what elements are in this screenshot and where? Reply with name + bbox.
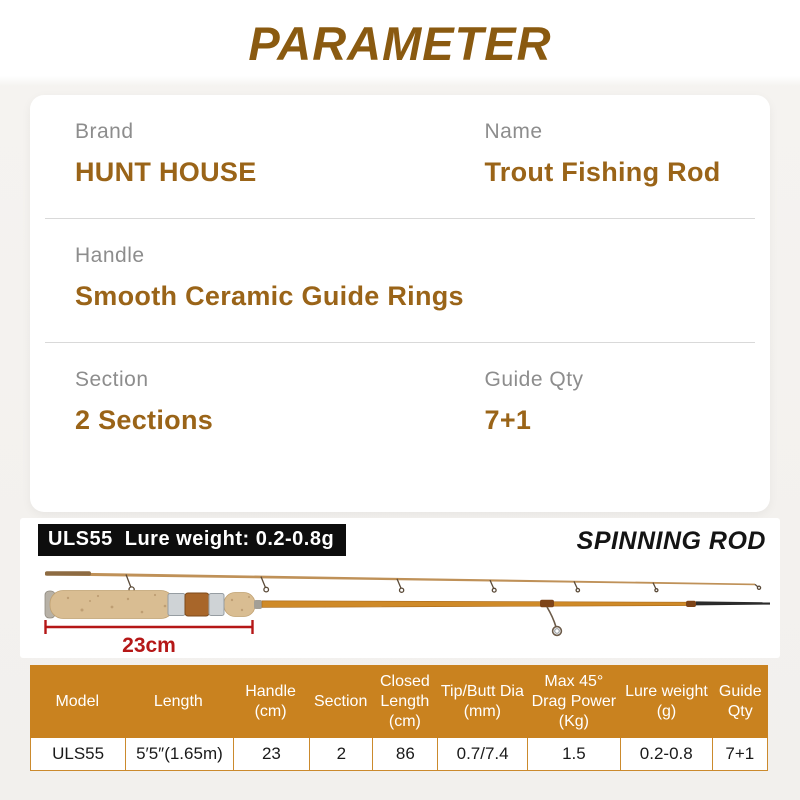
rod-guide: [546, 606, 563, 637]
cell-length: 5′5″(1.65m): [125, 738, 232, 770]
cell-lure-weight: 0.2-0.8: [619, 738, 712, 770]
spec-value-guide-qty: 7+1: [484, 405, 532, 435]
col-header-model: Model: [55, 692, 100, 710]
spec-table: Model Length Handle (cm) Section Closed L…: [30, 665, 768, 771]
cell-section: 2: [309, 738, 372, 770]
spec-section: Section 2 Sections: [75, 368, 485, 436]
spec-handle: Handle Smooth Ceramic Guide Rings: [75, 244, 725, 312]
table-row: ULS55 5′5″(1.65m) 23 2 86 0.7/7.4 1.5 0.…: [30, 738, 768, 771]
spec-row-section-guideqty: Section 2 Sections Guide Qty 7+1: [45, 343, 755, 466]
cell-tip-butt-dia: 0.7/7.4: [437, 738, 527, 770]
spec-label-guide-qty: Guide Qty: [484, 368, 584, 391]
col-header-closed-length: Closed Length (cm): [379, 672, 430, 730]
spec-label-name: Name: [484, 120, 543, 143]
spec-guide-qty: Guide Qty 7+1: [485, 368, 726, 436]
spec-value-section: 2 Sections: [75, 405, 214, 435]
spec-card: Brand HUNT HOUSE Name Trout Fishing Rod …: [30, 95, 770, 512]
spec-value-name: Trout Fishing Rod: [484, 157, 721, 187]
spec-label-handle: Handle: [75, 244, 145, 267]
table-header-row: Model Length Handle (cm) Section Closed L…: [30, 665, 768, 738]
fishing-rod-image: 23cm: [44, 571, 770, 657]
cell-model: ULS55: [52, 744, 105, 763]
cell-closed-length: 86: [372, 738, 437, 770]
model-lure-badge: ULS55 Lure weight: 0.2-0.8g: [38, 524, 347, 556]
col-header-guide-qty: Guide Qty: [718, 682, 762, 720]
col-header-section: Section: [313, 692, 368, 710]
spec-value-handle: Smooth Ceramic Guide Rings: [75, 281, 464, 311]
spec-label-section: Section: [75, 368, 149, 391]
col-header-tip-butt-dia: Tip/Butt Dia (mm): [440, 682, 524, 720]
rod-type-label: SPINNING ROD: [576, 527, 766, 555]
spec-name: Name Trout Fishing Rod: [485, 120, 726, 188]
measurement-label: 23cm: [122, 634, 176, 657]
col-header-drag-power: Max 45° Drag Power (Kg): [531, 672, 617, 730]
spec-value-brand: HUNT HOUSE: [75, 157, 257, 187]
rod-butt-section: [44, 590, 770, 637]
cell-handle: 23: [232, 738, 310, 770]
rod-tip-section: [45, 571, 762, 593]
col-header-length: Length: [153, 692, 203, 710]
spec-row-handle: Handle Smooth Ceramic Guide Rings: [45, 219, 755, 343]
col-header-handle: Handle (cm): [245, 682, 296, 720]
col-header-lure-weight: Lure weight (g): [625, 682, 708, 720]
spec-row-brand-name: Brand HUNT HOUSE Name Trout Fishing Rod: [45, 95, 755, 219]
handle-measurement: 23cm: [44, 620, 254, 657]
cell-guide-qty: 7+1: [711, 738, 767, 770]
cell-drag-power: 1.5: [527, 738, 620, 770]
rod-showcase-panel: ULS55 Lure weight: 0.2-0.8g SPINNING ROD: [20, 518, 780, 658]
spec-brand: Brand HUNT HOUSE: [75, 120, 485, 188]
badge-model: ULS55: [48, 528, 113, 550]
badge-lure-weight: Lure weight: 0.2-0.8g: [124, 528, 335, 550]
page-title: PARAMETER: [248, 17, 552, 70]
spec-label-brand: Brand: [75, 120, 134, 143]
